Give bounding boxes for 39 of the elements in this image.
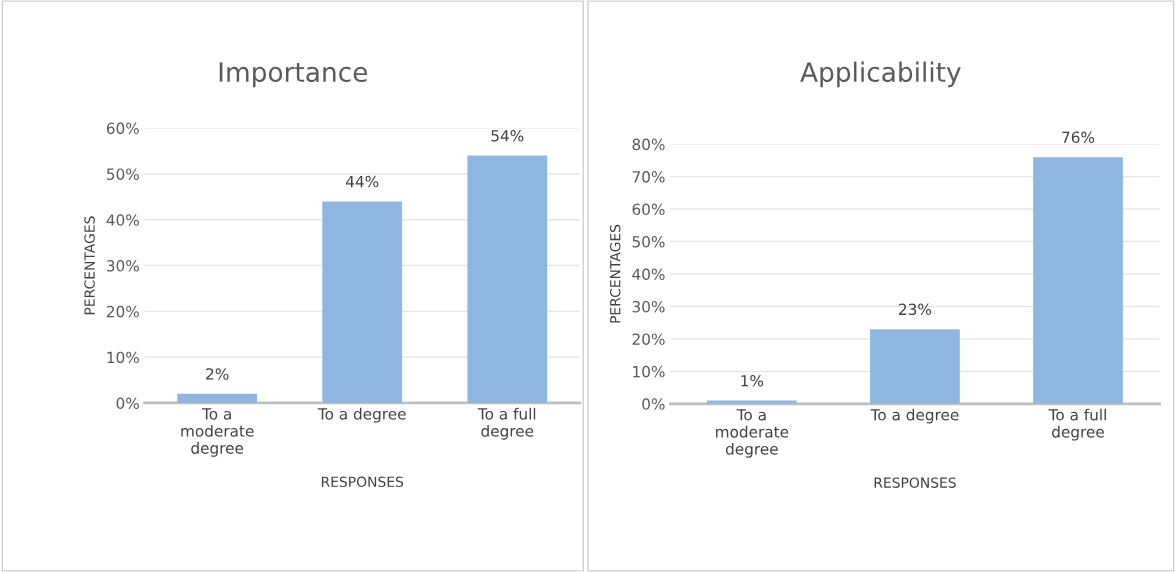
- x-axis-title: RESPONSES: [321, 476, 404, 488]
- y-tick-label: 40%: [632, 268, 665, 281]
- y-tick-label: 20%: [632, 333, 665, 345]
- chart-title: Applicability: [800, 61, 961, 88]
- y-tick-label: 40%: [106, 214, 139, 226]
- data-label: 54%: [491, 129, 524, 142]
- bar: [1033, 157, 1123, 404]
- y-tick-label: 30%: [106, 260, 139, 272]
- data-label: 1%: [741, 374, 764, 387]
- y-tick-label: 50%: [107, 168, 139, 180]
- y-axis-title: PERCENTAGES: [84, 216, 95, 315]
- data-label: 2%: [206, 368, 229, 380]
- bar: [870, 329, 960, 404]
- y-tick-label: 0%: [116, 397, 139, 409]
- y-tick-label: 0%: [642, 398, 665, 410]
- y-tick-label: 10%: [633, 365, 665, 378]
- y-tick-label: 60%: [632, 203, 665, 216]
- x-tick-label: To a degree: [870, 408, 959, 424]
- y-tick-label: 10%: [107, 351, 139, 364]
- y-tick-label: 20%: [106, 305, 139, 318]
- data-label: 44%: [345, 175, 379, 188]
- y-axis-title: PERCENTAGES: [609, 224, 621, 323]
- y-tick-label: 50%: [632, 235, 665, 248]
- y-tick-label: 80%: [632, 138, 665, 151]
- y-tick-label: 70%: [632, 171, 665, 183]
- x-axis-title: RESPONSES: [874, 477, 956, 488]
- x-tick-label: To a moderate degree: [716, 409, 789, 458]
- data-label: 23%: [899, 303, 932, 316]
- bar: [467, 155, 548, 403]
- x-tick-label: To a full degree: [1048, 408, 1106, 441]
- data-label: 76%: [1062, 131, 1095, 144]
- x-tick-label: To a moderate degree: [181, 408, 254, 457]
- chart-title: Importance: [219, 62, 368, 88]
- y-tick-label: 60%: [106, 122, 139, 135]
- y-tick-label: 30%: [632, 300, 665, 313]
- x-tick-label: To a degree: [317, 407, 406, 423]
- x-tick-label: To a full degree: [477, 407, 536, 440]
- bar: [177, 393, 258, 403]
- bar: [322, 201, 403, 403]
